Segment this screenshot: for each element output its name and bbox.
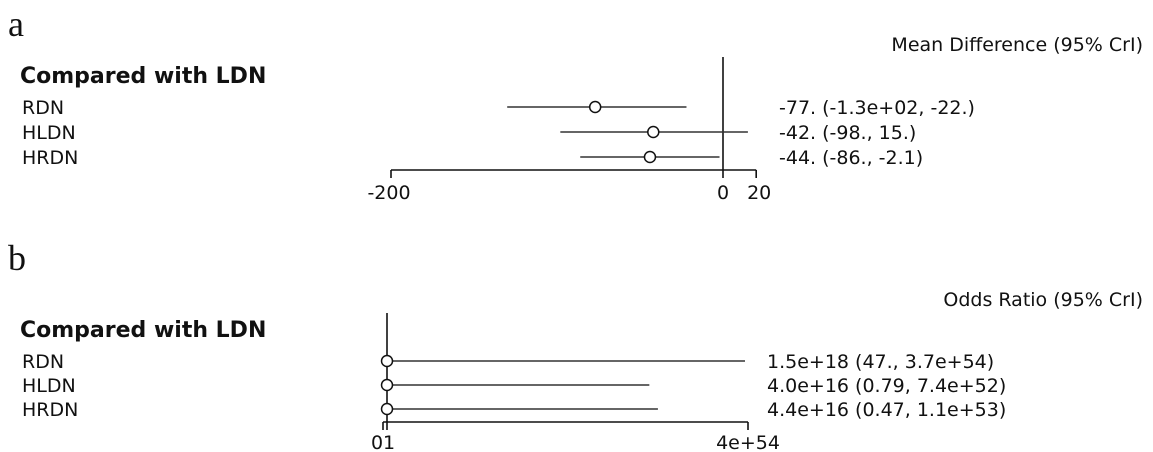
forest-row-rdn: RDN 1.5e+18 (47., 3.7e+54) (22, 351, 994, 373)
row-label: RDN (22, 97, 64, 119)
row-label: HLDN (22, 375, 76, 397)
forest-row-hldn: HLDN 4.0e+16 (0.79, 7.4e+52) (22, 375, 1006, 397)
panel-letter: a (8, 4, 24, 44)
estimate-column-title: Odds Ratio (95% CrI) (943, 289, 1143, 311)
estimate-text: -42. (-98., 15.) (779, 122, 916, 144)
forest-row-hrdn: HRDN -44. (-86., -2.1) (22, 147, 923, 169)
panel-letter: b (8, 238, 26, 278)
estimate-text: 4.4e+16 (0.47, 1.1e+53) (767, 399, 1006, 421)
x-tick-label: 0 (717, 182, 729, 204)
forest-row-rdn: RDN -77. (-1.3e+02, -22.) (22, 97, 975, 119)
estimate-text: 4.0e+16 (0.79, 7.4e+52) (767, 375, 1006, 397)
row-label: HRDN (22, 147, 78, 169)
estimate-text: -44. (-86., -2.1) (779, 147, 923, 169)
estimate-text: 1.5e+18 (47., 3.7e+54) (767, 351, 994, 373)
point-estimate (380, 378, 394, 392)
point-estimate (380, 402, 394, 416)
point-estimate (643, 150, 657, 164)
x-tick-label: 0 (371, 432, 383, 452)
point-estimate (588, 100, 602, 114)
comparison-header: Compared with LDN (20, 318, 266, 343)
point-estimate (380, 354, 394, 368)
row-label: RDN (22, 351, 64, 373)
forest-row-hrdn: HRDN 4.4e+16 (0.47, 1.1e+53) (22, 399, 1006, 421)
x-tick-label: 20 (747, 182, 771, 204)
estimate-column-title: Mean Difference (95% CrI) (891, 34, 1143, 56)
x-tick-label: 4e+54 (716, 432, 780, 452)
forest-row-hldn: HLDN -42. (-98., 15.) (22, 122, 916, 144)
point-estimate (647, 125, 660, 139)
x-tick-label: -200 (367, 182, 410, 204)
row-label: HLDN (22, 122, 76, 144)
comparison-header: Compared with LDN (20, 64, 266, 89)
row-label: HRDN (22, 399, 78, 421)
x-tick-label: 1 (383, 432, 395, 452)
forest-panel-a: a Mean Difference (95% CrI) Compared with … (8, 4, 1143, 204)
estimate-text: -77. (-1.3e+02, -22.) (779, 97, 975, 119)
